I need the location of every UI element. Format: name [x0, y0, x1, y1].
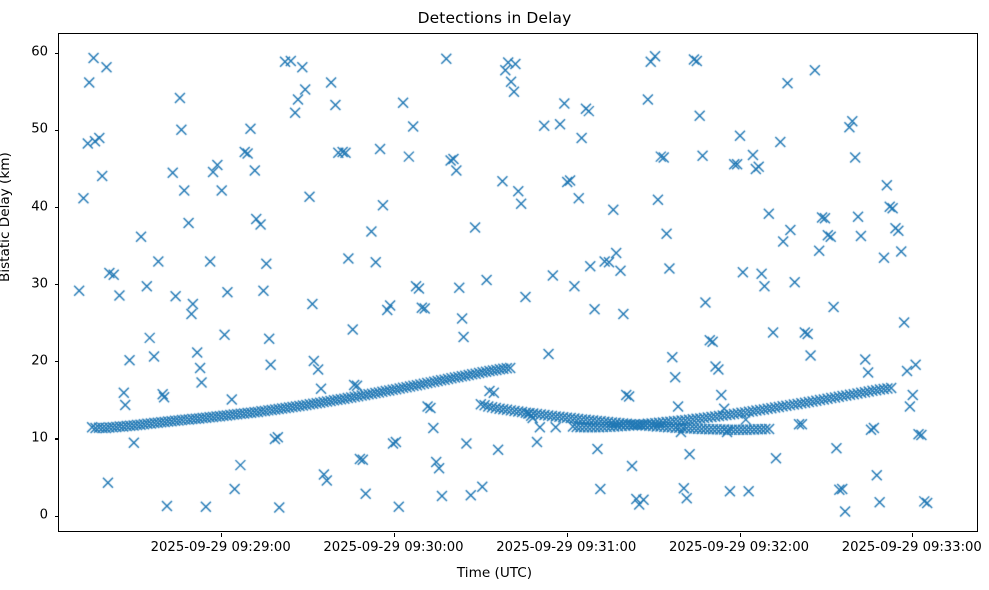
- x-tick-label: 2025-09-29 09:29:00: [150, 540, 291, 555]
- y-tick-label: 10: [31, 430, 48, 446]
- x-tick-label: 2025-09-29 09:30:00: [323, 540, 464, 555]
- chart-title: Detections in Delay: [417, 9, 572, 27]
- y-tick-mark: [55, 515, 59, 517]
- y-tick-mark: [55, 207, 59, 209]
- x-tick-mark: [739, 533, 741, 537]
- y-tick-mark: [55, 361, 59, 363]
- y-tick-label: 40: [31, 199, 48, 215]
- plot-axes: [55, 33, 979, 537]
- y-tick-mark: [55, 438, 59, 440]
- scatter-plot-canvas: [59, 34, 979, 533]
- y-tick-label: 20: [31, 353, 48, 369]
- x-tick-label: 2025-09-29 09:31:00: [496, 540, 637, 555]
- x-tick-mark: [393, 533, 396, 537]
- x-axis-label: Time (UTC): [456, 565, 533, 581]
- y-tick-mark: [55, 284, 59, 286]
- x-tick-label: 2025-09-29 09:33:00: [841, 540, 982, 555]
- y-tick-label: 0: [39, 507, 48, 523]
- x-tick-mark: [221, 533, 223, 537]
- y-tick-mark: [55, 129, 59, 131]
- y-tick-mark: [55, 52, 59, 54]
- y-tick-label: 50: [31, 121, 48, 137]
- x-tick-label: 2025-09-29 09:32:00: [668, 540, 810, 555]
- y-tick-label: 60: [31, 44, 48, 60]
- y-axis-label: Bistatic Delay (km): [0, 152, 13, 282]
- y-tick-label: 30: [31, 276, 48, 292]
- x-tick-mark: [566, 533, 568, 537]
- x-tick-mark: [912, 533, 914, 537]
